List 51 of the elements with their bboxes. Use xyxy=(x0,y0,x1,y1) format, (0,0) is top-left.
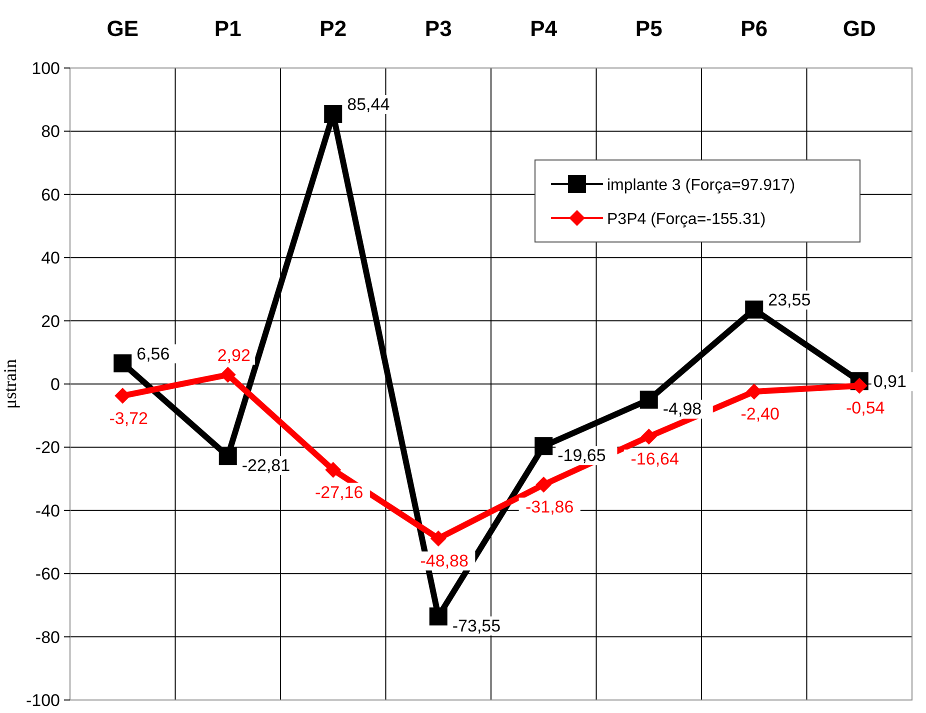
x-tick-label: P2 xyxy=(320,16,347,41)
point xyxy=(430,530,446,546)
x-tick-label: GE xyxy=(106,16,139,41)
data-label: -3,72 xyxy=(109,408,148,428)
y-axis-title: μstrain xyxy=(0,359,20,409)
data-label: -16,64 xyxy=(630,450,679,469)
x-tick-label: P1 xyxy=(214,16,242,41)
data-label: -48,88 xyxy=(420,551,468,570)
y-tick-label: -20 xyxy=(35,438,60,458)
point xyxy=(745,300,764,319)
data-label: -4,98 xyxy=(662,400,702,419)
data-label: 6,56 xyxy=(136,344,170,364)
point xyxy=(324,105,342,124)
data-label: -27,16 xyxy=(315,482,364,502)
data-label: -22,81 xyxy=(242,456,290,476)
y-tick-label: 80 xyxy=(41,122,60,142)
y-tick-label: -40 xyxy=(35,501,60,520)
x-tick-label: P6 xyxy=(740,16,768,41)
data-label: 23,55 xyxy=(768,290,811,310)
legend-label: implante 3 (Força=97.917) xyxy=(607,177,796,194)
legend-label: P3P4 (Força=-155.31) xyxy=(607,211,766,228)
point xyxy=(114,354,132,372)
point xyxy=(325,462,342,478)
y-tick-label: -80 xyxy=(35,628,60,647)
data-label: -31,86 xyxy=(526,498,574,517)
point xyxy=(218,447,237,466)
data-label: 0,91 xyxy=(873,372,906,392)
x-tick-label: P3 xyxy=(424,16,452,41)
x-tick-label: GD xyxy=(842,16,876,41)
y-tick-label: -100 xyxy=(26,691,60,710)
point xyxy=(220,366,236,383)
y-tick-label: 100 xyxy=(32,59,60,78)
data-label: 2,92 xyxy=(217,346,250,365)
y-tick-label: 40 xyxy=(41,248,60,268)
point xyxy=(534,437,553,456)
data-label: 85,44 xyxy=(347,95,390,114)
data-label: -73,55 xyxy=(452,616,501,636)
point xyxy=(114,388,131,404)
data-label: -19,65 xyxy=(558,446,606,466)
y-tick-label: 0 xyxy=(50,375,60,394)
data-label: -0,54 xyxy=(846,398,885,418)
point xyxy=(429,607,448,626)
y-tick-label: 60 xyxy=(41,185,60,204)
data-label: -2,40 xyxy=(740,404,780,424)
y-tick-label: 20 xyxy=(41,312,60,331)
point xyxy=(640,428,657,445)
point xyxy=(536,476,552,493)
x-tick-label: P4 xyxy=(530,16,558,41)
point xyxy=(640,390,658,409)
y-tick-label: -60 xyxy=(35,564,60,584)
x-tick-label: P5 xyxy=(635,16,662,41)
